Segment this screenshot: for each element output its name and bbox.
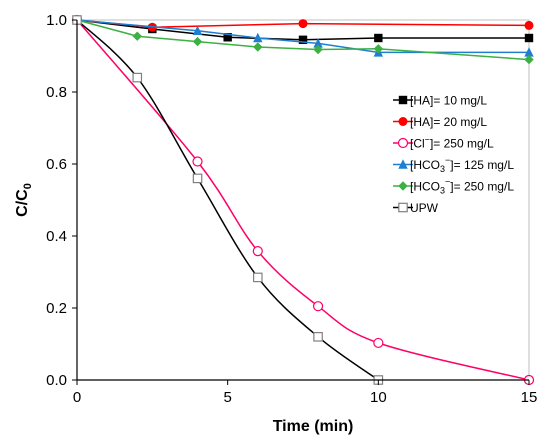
legend-marker bbox=[398, 159, 408, 169]
legend-item-4: [HCO3−]= 125 mg/L bbox=[393, 155, 514, 174]
legend-label-text: ]= 250 mg/L bbox=[430, 137, 494, 151]
y-tick-label: 1.0 bbox=[46, 12, 67, 29]
legend-label: [HA]= 20 mg/L bbox=[410, 115, 487, 129]
legend-item-2: [HA]= 20 mg/L bbox=[393, 115, 487, 129]
y-tick-label: 0.6 bbox=[46, 156, 67, 173]
data-point bbox=[524, 20, 534, 30]
series-line bbox=[76, 19, 530, 381]
legend-label-text: UPW bbox=[410, 201, 439, 215]
legend-marker bbox=[398, 95, 408, 105]
data-point bbox=[313, 44, 323, 55]
data-point bbox=[313, 38, 323, 48]
legend-label: [Cl−]= 250 mg/L bbox=[410, 135, 494, 151]
y-tick-label: 0.0 bbox=[46, 372, 67, 389]
legend-item-6: UPW bbox=[393, 201, 439, 215]
data-point bbox=[524, 33, 534, 43]
data-point bbox=[313, 332, 323, 342]
legend-label-text: [HA]= 20 mg/L bbox=[410, 115, 487, 129]
data-point bbox=[253, 32, 263, 43]
y-axis-title: C/C0 bbox=[14, 183, 34, 217]
legend-label-text: ]= 125 mg/L bbox=[450, 158, 514, 172]
legend-marker bbox=[398, 202, 408, 213]
series-2 bbox=[72, 15, 534, 32]
series-layer bbox=[71, 14, 535, 386]
legend-marker bbox=[398, 117, 408, 126]
legend-label-superscript: − bbox=[445, 155, 450, 165]
legend-marker bbox=[398, 181, 408, 191]
legend-label-text: [HCO bbox=[410, 180, 440, 194]
series-line bbox=[76, 19, 379, 381]
plot-frame bbox=[76, 19, 530, 381]
legend: [HA]= 10 mg/L[HA]= 20 mg/L[Cl−]= 250 mg/… bbox=[393, 94, 514, 215]
x-tick-label: 15 bbox=[521, 389, 538, 406]
legend-label-superscript: − bbox=[425, 135, 430, 145]
data-point bbox=[192, 25, 203, 35]
data-point bbox=[298, 35, 308, 44]
y-axis-title-main: C/C bbox=[14, 189, 31, 217]
series-6 bbox=[72, 15, 384, 385]
x-tick-label: 5 bbox=[223, 389, 231, 406]
data-point bbox=[253, 42, 263, 52]
legend-item-3: [Cl−]= 250 mg/L bbox=[393, 135, 494, 151]
series-3 bbox=[71, 14, 535, 386]
legend-label: [HA]= 10 mg/L bbox=[410, 94, 487, 108]
legend-label: UPW bbox=[410, 201, 439, 215]
legend-label: [HCO3−]= 250 mg/L bbox=[410, 177, 514, 196]
data-point bbox=[252, 246, 263, 257]
x-axis-title: Time (min) bbox=[273, 418, 354, 435]
legend-item-1: [HA]= 10 mg/L bbox=[393, 94, 487, 108]
x-tick-label: 10 bbox=[370, 389, 387, 406]
data-point bbox=[192, 156, 203, 167]
legend-marker bbox=[397, 137, 409, 149]
series-line bbox=[76, 19, 529, 54]
legend-label-text: [HCO bbox=[410, 158, 440, 172]
legend-label-subscript: 3 bbox=[440, 164, 445, 174]
data-point bbox=[374, 33, 383, 43]
data-point bbox=[524, 54, 534, 65]
data-point bbox=[373, 44, 384, 54]
axes-layer: 0 5 10 15 0.0 0.2 0.4 0.6 0.8 1.0 bbox=[46, 12, 537, 406]
data-point bbox=[192, 36, 203, 47]
data-point bbox=[223, 33, 232, 42]
x-tick-label: 0 bbox=[73, 389, 81, 406]
data-point bbox=[312, 301, 324, 312]
data-point bbox=[132, 72, 143, 83]
y-tick-label: 0.4 bbox=[46, 228, 67, 245]
legend-label-text: ]= 250 mg/L bbox=[450, 180, 514, 194]
data-point bbox=[298, 19, 308, 29]
plot-area bbox=[76, 19, 530, 381]
legend-label-text: [HA]= 10 mg/L bbox=[410, 94, 487, 108]
data-point bbox=[132, 31, 142, 41]
legend-label-text: [Cl bbox=[410, 137, 425, 151]
data-point bbox=[253, 272, 263, 283]
data-point bbox=[524, 47, 534, 57]
y-tick-label: 0.8 bbox=[46, 84, 67, 101]
data-point bbox=[373, 337, 384, 349]
legend-label-subscript: 3 bbox=[440, 186, 445, 196]
y-tick-label: 0.2 bbox=[46, 300, 67, 317]
legend-label: [HCO3−]= 125 mg/L bbox=[410, 155, 514, 174]
legend-label-superscript: − bbox=[445, 177, 450, 187]
data-point bbox=[192, 173, 203, 184]
y-axis-title-subscript: 0 bbox=[22, 183, 34, 189]
legend-item-5: [HCO3−]= 250 mg/L bbox=[393, 177, 514, 196]
